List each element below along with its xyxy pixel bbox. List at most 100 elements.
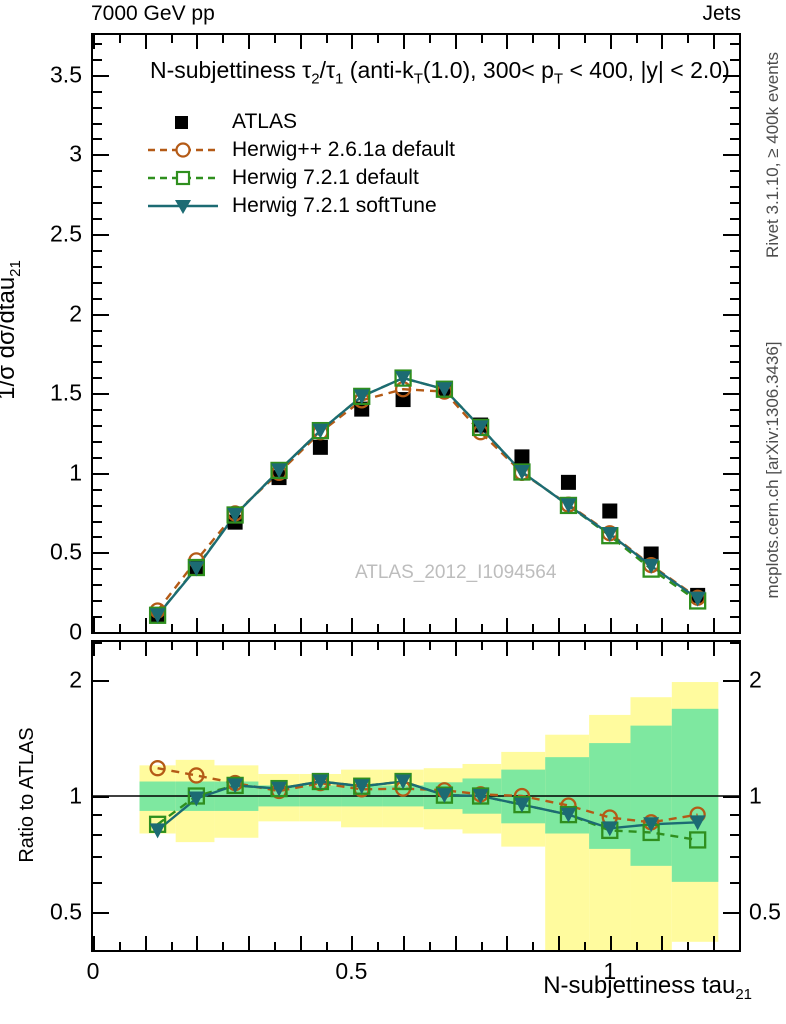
axis-tick [739,642,741,650]
legend-item-herwig721-default[interactable]: Herwig 7.2.1 default [148,164,455,192]
main-plot-panel [91,33,741,634]
axis-tick [661,618,664,632]
axis-tick [730,855,739,858]
axis-tick [93,618,95,632]
axis-tick [222,642,225,650]
axis-tick [730,488,739,491]
axis-tick [93,361,102,364]
axis-tick [609,35,612,49]
axis-tick [93,345,102,348]
axis-tick [730,440,739,443]
axis-tick [723,313,739,316]
axis-tick [93,202,102,205]
axis-tick [723,552,739,555]
main-plot-svg [148,369,707,624]
axis-tick [730,138,739,141]
legend-item-atlas[interactable]: ATLAS [148,108,455,136]
axis-tick [454,642,457,656]
axis-tick [730,297,739,300]
axis-tick [93,679,109,682]
ratio-y-tick-label-right: 2 [749,666,762,692]
ratio-plot-svg [93,682,739,950]
axis-tick [93,281,102,284]
plot-title: N-subjettiness τ2/τ1 (anti-kT(1.0), 300<… [150,57,730,88]
axis-tick [730,186,739,189]
axis-tick [609,936,612,950]
main-y-tick-label: 3 [69,140,82,167]
axis-tick [730,813,739,816]
axis-tick [730,568,739,571]
axis-tick [558,618,561,632]
axis-tick [196,642,199,656]
axis-tick [661,936,664,950]
axis-tick [428,642,431,650]
legend-item-herwigpp[interactable]: Herwig++ 2.6.1a default [148,136,455,164]
legend-item-herwig721-softtune[interactable]: Herwig 7.2.1 softTune [148,192,455,220]
main-y-tick-label: 3.5 [50,61,82,88]
axis-tick [299,936,302,950]
axis-tick [730,345,739,348]
axis-tick [377,942,380,950]
axis-tick [730,616,739,619]
axis-tick [93,297,102,300]
axis-tick [93,912,109,915]
axis-tick [144,618,147,632]
axis-tick [93,520,102,523]
axis-tick [299,618,302,632]
axis-tick [93,35,95,49]
axis-tick [93,584,102,587]
x-tick-label: 1 [603,958,617,984]
axis-tick [93,234,109,236]
axis-tick [93,58,102,61]
axis-tick [351,642,354,656]
axis-tick [299,642,302,656]
axis-tick [506,35,509,49]
axis-tick [532,942,535,950]
axis-tick [730,950,739,952]
axis-tick [93,642,102,644]
mcplots-source-note: mcplots.cern.ch [arXiv:1306.3436] [763,341,782,599]
axis-tick [273,35,276,43]
axis-tick [93,632,109,634]
axis-tick [377,624,380,632]
axis-tick [93,425,102,428]
axis-tick [93,186,102,189]
axis-tick [506,618,509,632]
main-y-tick-label: 0.5 [50,538,82,565]
axis-tick [325,35,328,43]
axis-tick [93,813,102,816]
axis-tick [93,138,102,141]
axis-tick [403,35,406,49]
axis-tick [170,35,173,43]
axis-tick [661,35,664,49]
axis-tick [723,632,739,634]
axis-tick [723,796,739,798]
axis-tick [454,936,457,950]
axis-tick [635,624,638,632]
axis-tick [687,624,690,632]
axis-tick [713,618,716,632]
axis-tick [403,618,406,632]
main-y-tick-label: 1.5 [50,379,82,406]
axis-tick [723,154,739,157]
axis-tick [403,936,406,950]
axis-tick [730,122,739,125]
axis-tick [118,642,121,650]
x-tick-label: 0.5 [335,958,368,984]
main-y-tick-label: 1 [69,459,82,486]
analysis-id-watermark: ATLAS_2012_I1094564 [355,562,557,583]
axis-tick [730,281,739,284]
axis-tick [93,154,109,157]
axis-tick [739,35,741,43]
axis-tick [93,377,102,380]
axis-tick [93,42,102,45]
rivet-version-note: Rivet 3.1.10, ≥ 400k events [763,52,782,258]
axis-tick [93,504,102,507]
axis-tick [93,642,95,656]
axis-tick [480,642,483,650]
axis-tick [248,35,251,49]
axis-tick [93,90,102,93]
ratio-y-tick-label: 0.5 [50,898,82,925]
axis-tick [723,472,739,475]
axis-tick [532,642,535,650]
